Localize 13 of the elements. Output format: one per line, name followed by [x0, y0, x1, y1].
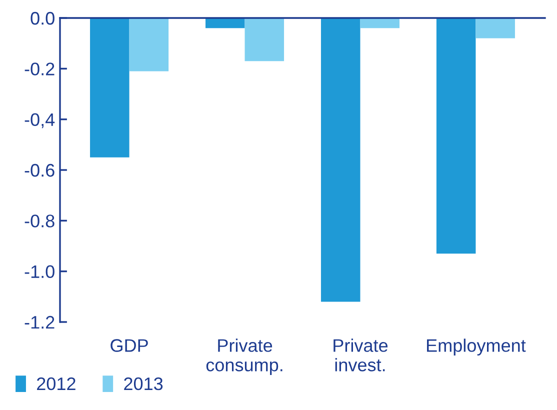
- x-tick-label: GDP: [110, 339, 148, 352]
- legend-label: 2013: [124, 377, 163, 390]
- y-tick-label: -0.8: [24, 214, 54, 228]
- x-tick-label: Employment: [427, 338, 526, 356]
- y-tick-label: -1.2: [24, 316, 54, 329]
- legend-label: 2012: [37, 377, 76, 390]
- y-tick-label: -0,4: [24, 113, 55, 128]
- y-tick-label: 0.0: [30, 12, 54, 25]
- x-tick-label: Private consump.: [206, 338, 282, 375]
- x-tick-label: Private invest.: [334, 338, 388, 372]
- y-tick-label: -0.2: [24, 62, 54, 76]
- y-tick-label: -0.6: [24, 164, 54, 177]
- y-tick-label: -1.0: [24, 265, 54, 278]
